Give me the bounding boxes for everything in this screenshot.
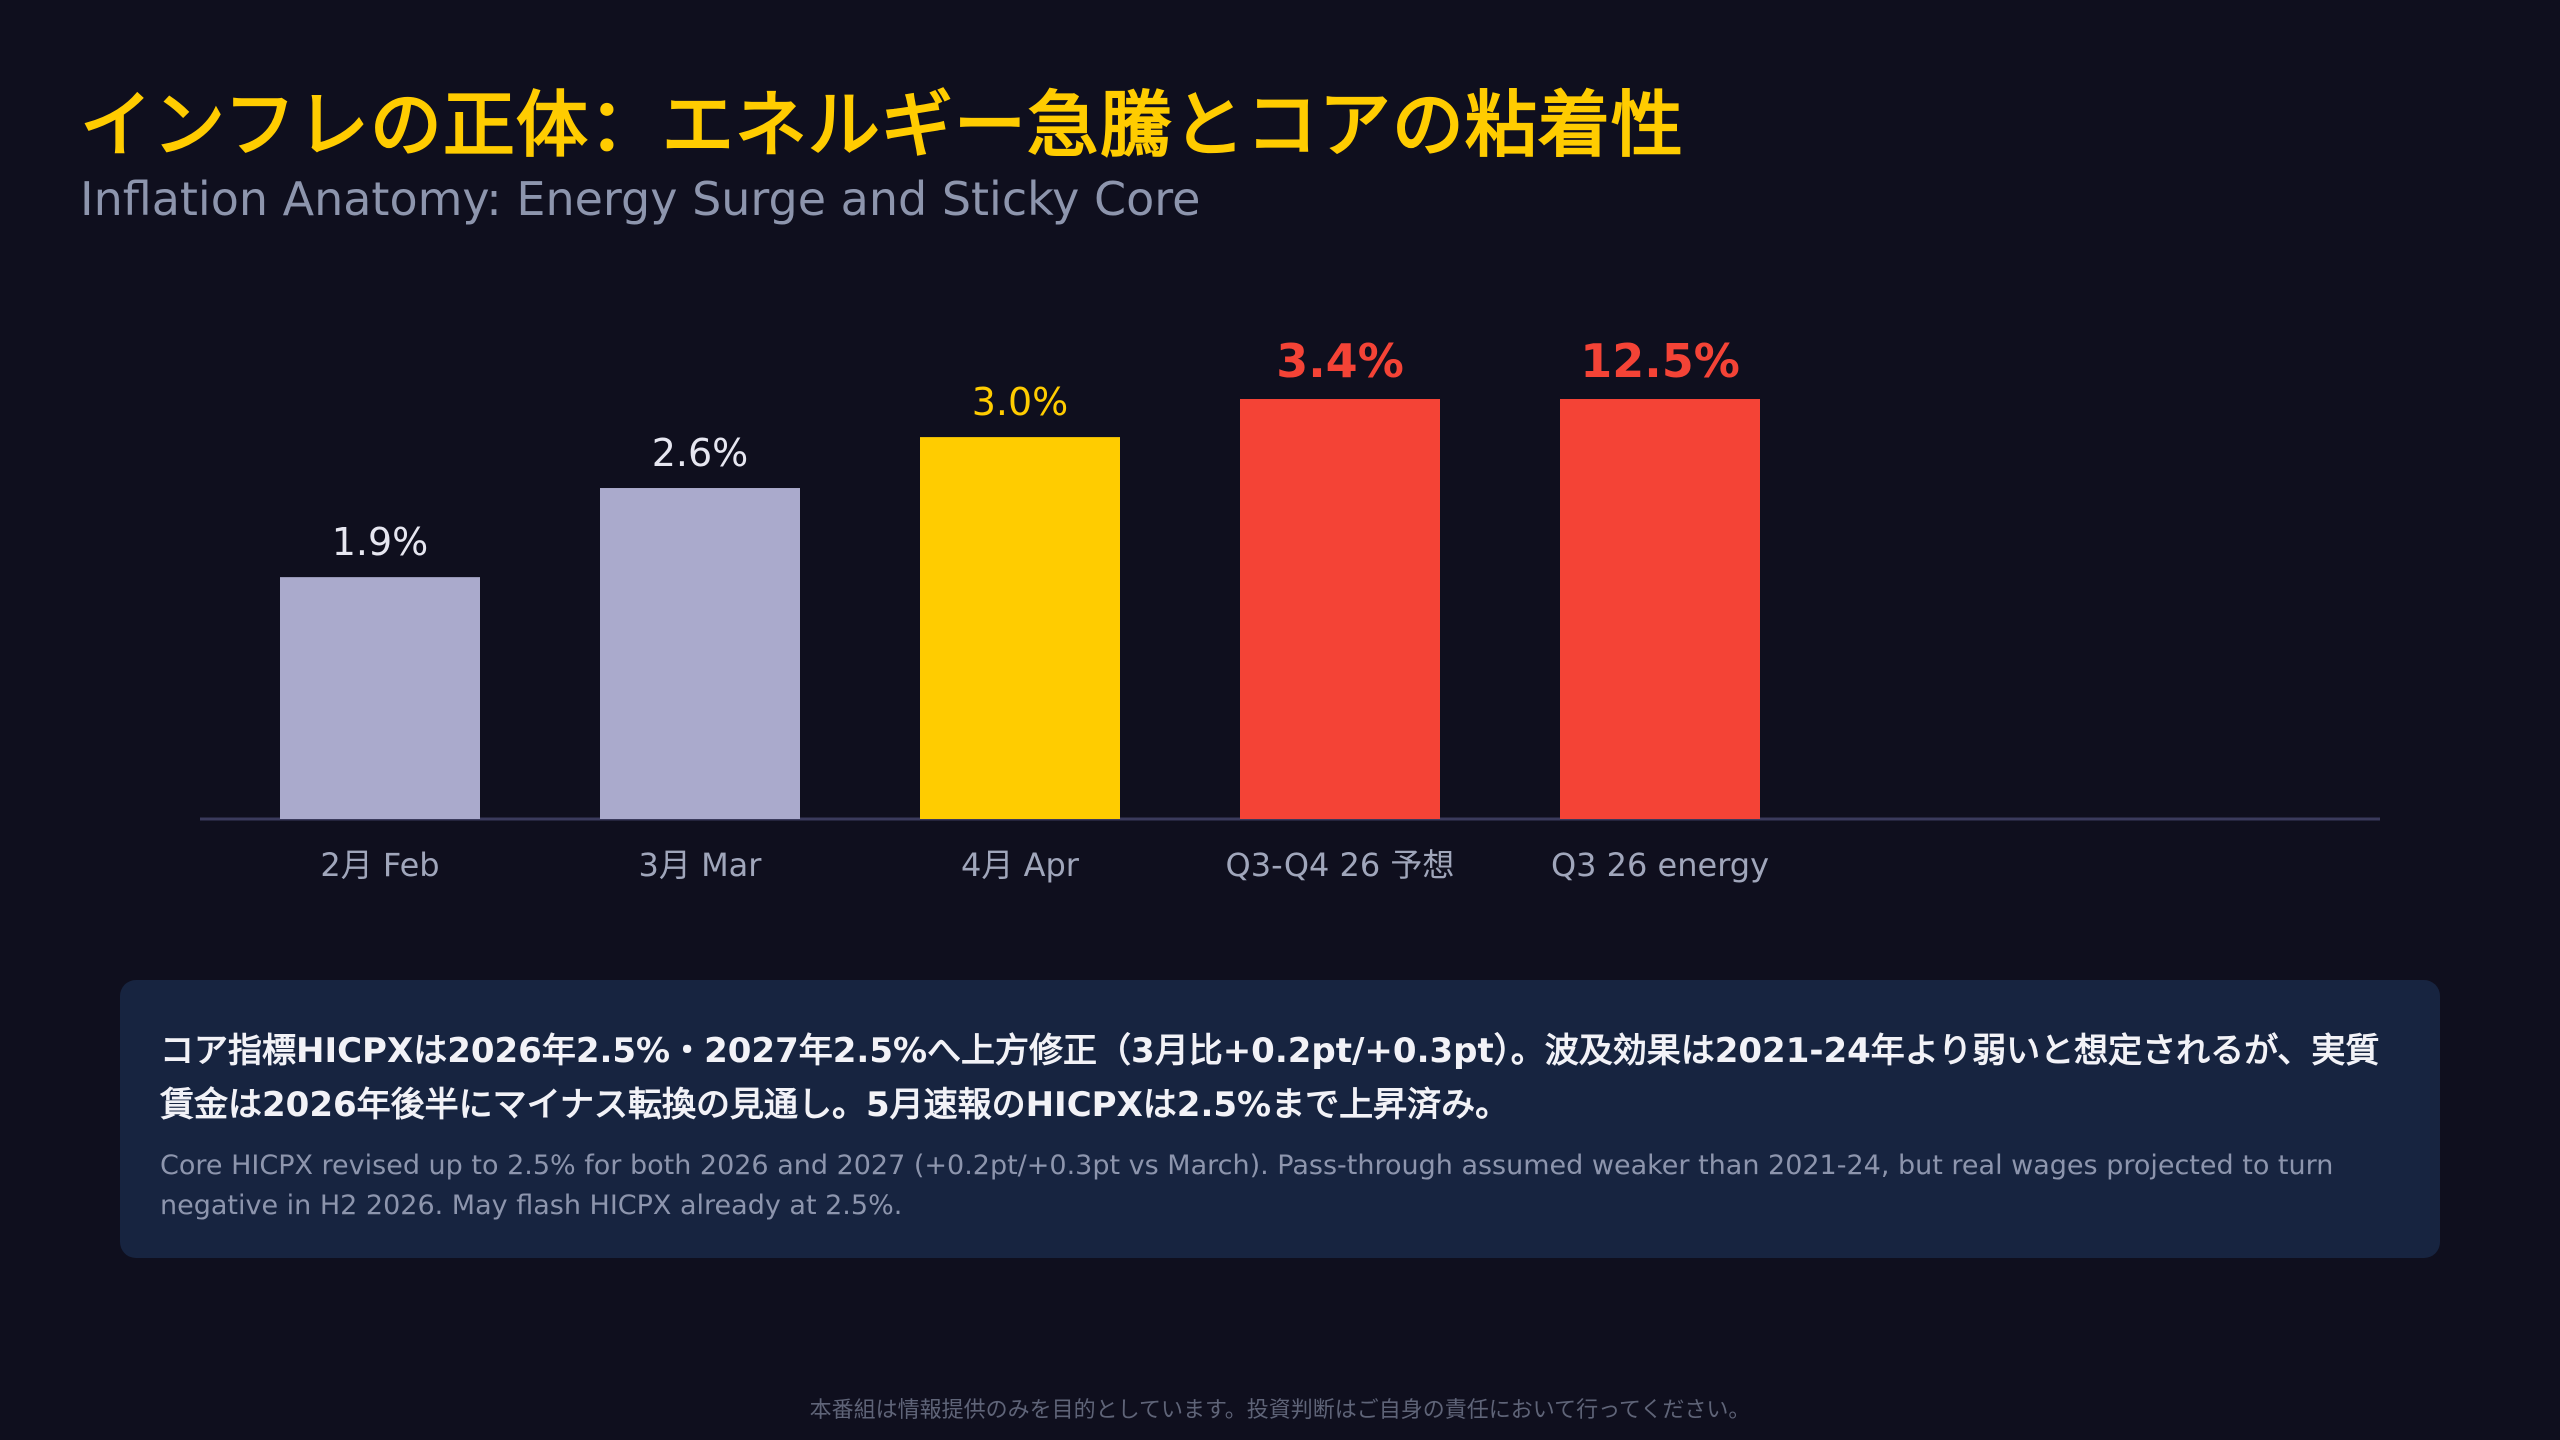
commentary-card: コア指標HICPXは2026年2.5%・2027年2.5%へ上方修正（3月比+0… (120, 980, 2440, 1258)
bar (920, 437, 1120, 819)
commentary-jp: コア指標HICPXは2026年2.5%・2027年2.5%へ上方修正（3月比+0… (160, 1031, 2380, 1125)
data-label: 3.0% (972, 380, 1069, 424)
disclaimer: 本番組は情報提供のみを目的としています。投資判断はご自身の責任において行ってくだ… (809, 1398, 1751, 1423)
page-subtitle: Inflation Anatomy: Energy Surge and Stic… (80, 172, 1201, 226)
x-tick-label: Q3-Q4 26 予想 (1226, 846, 1455, 884)
data-label: 1.9% (332, 520, 429, 564)
bar-chart: 1.9% 2月 Feb 2.6% 3月 Mar 3.0% 4月 Apr 3.4% Q3-Q4 … (200, 334, 2380, 884)
x-tick-label: 2月 Feb (320, 846, 439, 884)
x-tick-label: Q3 26 energy (1551, 846, 1769, 884)
bar (280, 577, 480, 819)
data-label: 2.6% (652, 431, 749, 475)
data-label: 3.4% (1276, 334, 1404, 388)
data-label: 12.5% (1580, 334, 1740, 388)
page-title: インフレの正体：エネルギー急騰とコアの粘着性 (80, 83, 1684, 167)
bar (1560, 399, 1760, 819)
x-tick-label: 4月 Apr (961, 846, 1080, 884)
commentary-en: Core HICPX revised up to 2.5% for both 2… (160, 1150, 2334, 1221)
bar (600, 488, 800, 819)
bar (1240, 399, 1440, 819)
x-tick-label: 3月 Mar (639, 846, 763, 884)
